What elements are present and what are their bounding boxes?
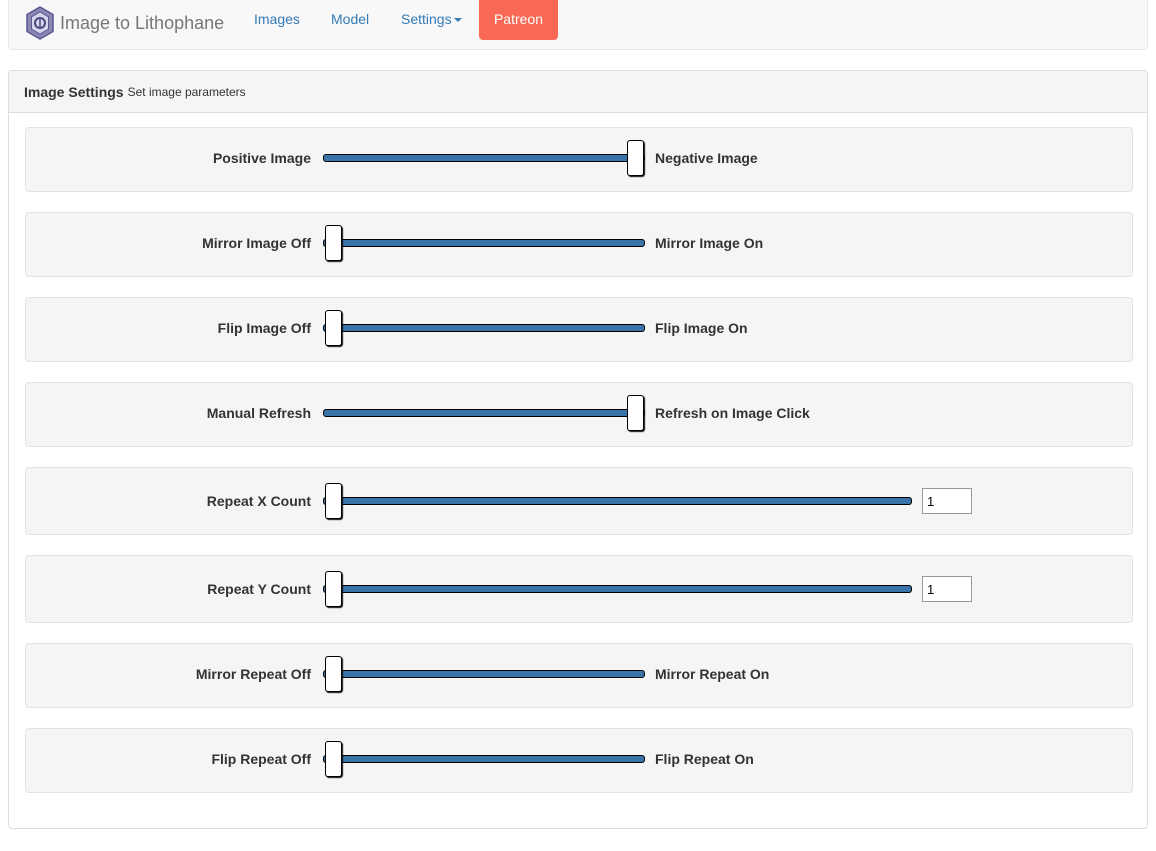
repeat-y-slider[interactable] [323,571,912,607]
flip-image-slider[interactable] [323,310,645,346]
flip-repeat-on-label: Flip Repeat On [655,751,754,767]
navbar: Image to Lithophane Images Model Setting… [8,0,1148,50]
repeat-x-slider[interactable] [323,483,912,519]
mirror-image-row: Mirror Image Off Mirror Image On [25,212,1133,277]
panel-heading: Image Settings Set image parameters [9,71,1147,113]
flip-image-on-label: Flip Image On [655,320,748,336]
mirror-repeat-slider[interactable] [323,656,645,692]
panel-title: Image Settings [24,83,124,100]
repeat-y-input[interactable] [922,576,972,602]
slider-thumb[interactable] [325,310,342,346]
repeat-x-label: Repeat X Count [206,493,311,509]
repeat-y-label: Repeat Y Count [207,581,311,597]
mirror-repeat-row: Mirror Repeat Off Mirror Repeat On [25,643,1133,708]
repeat-y-row: Repeat Y Count [25,555,1133,623]
slider-thumb[interactable] [325,483,342,519]
repeat-x-row: Repeat X Count [25,467,1133,535]
slider-thumb[interactable] [325,741,342,777]
manual-refresh-label: Manual Refresh [206,405,311,421]
lithophane-logo-icon [26,6,54,40]
nav-settings-label: Settings [401,11,452,27]
brand-title: Image to Lithophane [60,12,225,33]
mirror-repeat-off-label: Mirror Repeat Off [195,666,311,682]
positive-negative-row: Positive Image Negative Image [25,127,1133,192]
mirror-image-off-label: Mirror Image Off [202,235,311,251]
slider-thumb[interactable] [627,395,644,431]
patreon-button[interactable]: Patreon [479,0,558,40]
refresh-row: Manual Refresh Refresh on Image Click [25,382,1133,447]
flip-repeat-row: Flip Repeat Off Flip Repeat On [25,728,1133,793]
slider-thumb[interactable] [325,656,342,692]
refresh-slider[interactable] [323,395,645,431]
nav-model[interactable]: Model [331,11,370,27]
flip-image-row: Flip Image Off Flip Image On [25,297,1133,362]
flip-image-off-label: Flip Image Off [217,320,311,336]
brand[interactable]: Image to Lithophane [25,5,224,41]
nav-images[interactable]: Images [254,11,300,27]
nav-settings-dropdown[interactable]: Settings [401,0,462,39]
flip-repeat-slider[interactable] [323,741,645,777]
caret-down-icon [453,18,462,23]
slider-thumb[interactable] [325,571,342,607]
repeat-x-input[interactable] [922,488,972,514]
slider-thumb[interactable] [627,140,644,176]
refresh-on-click-label: Refresh on Image Click [655,405,810,421]
negative-image-label: Negative Image [655,150,758,166]
positive-image-label: Positive Image [212,150,311,166]
slider-thumb[interactable] [325,225,342,261]
mirror-repeat-on-label: Mirror Repeat On [655,666,770,682]
mirror-image-on-label: Mirror Image On [655,235,764,251]
mirror-image-slider[interactable] [323,225,645,261]
flip-repeat-off-label: Flip Repeat Off [211,751,311,767]
panel-subtitle: Set image parameters [127,84,246,99]
image-settings-panel: Image Settings Set image parameters Posi… [8,70,1148,829]
positive-negative-slider[interactable] [323,140,645,176]
